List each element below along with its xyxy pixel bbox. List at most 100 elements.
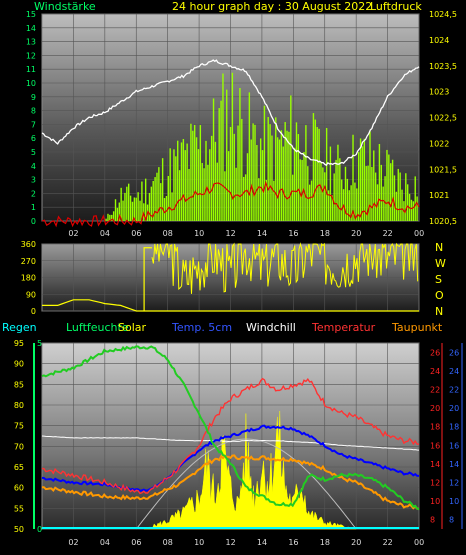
humidity-axis-tick: 55 [14,504,24,513]
wind-axis-tick: 9 [31,93,36,102]
wind-axis-tick: 15 [26,10,36,19]
x-tick-label-top: 04 [100,229,110,238]
wind-axis-tick: 7 [31,120,36,129]
climate-panel-marks [41,345,420,530]
pressure-axis-tick: 1022,5 [429,114,457,123]
temp-axis-tick-blue: 14 [449,460,459,469]
wind-axis-tick: 6 [31,134,36,143]
x-tick-label-top: 10 [194,229,204,238]
temp-axis-tick-red: 22 [430,386,440,395]
compass-label: S [435,273,442,286]
header-right-title: Luftdruck [370,0,422,13]
solar-max-curve [135,438,357,530]
wind-axis-tick: 1 [31,203,36,212]
temp-axis-tick-red: 8 [430,516,435,525]
wind-axis-tick: 0 [31,217,36,226]
wind-axis-tick: 5 [31,148,36,157]
humidity-axis-tick: 65 [14,463,24,472]
wind-axis-tick: 11 [26,65,36,74]
legend-regen: Regen [2,321,37,334]
x-tick-label-bottom: 22 [383,538,393,547]
temp-axis-tick-blue: 18 [449,423,459,432]
rain-axis-tick: 5 [37,339,42,348]
compass-label: N [435,241,443,254]
temp-axis-tick-blue: 16 [449,441,459,450]
compass-label: O [435,289,444,302]
pressure-axis-tick: 1021,5 [429,165,457,174]
x-tick-label-bottom: 16 [288,538,298,547]
rain-axis-tick: 0 [37,525,42,534]
humidity-axis-tick: 80 [14,401,24,410]
x-tick-label-top: 12 [226,229,236,238]
x-tick-label-top: 20 [351,229,361,238]
x-tick-label-bottom: 12 [226,538,236,547]
compass-label: W [435,257,446,270]
temp-axis-tick-red: 16 [430,441,440,450]
legend-luftfeuchte: Luftfeuchte [66,321,129,334]
wind-panel-marks [41,59,420,228]
x-tick-label-bottom: 18 [320,538,330,547]
wind-axis-tick: 14 [26,24,36,33]
humidity-axis-tick: 90 [14,360,24,369]
humidity-axis-tick: 85 [14,380,24,389]
temp-axis-tick-red: 20 [430,404,440,413]
pressure-line [41,59,420,167]
legend-solar: Solar [118,321,147,334]
temp-axis-tick-blue: 26 [449,348,459,357]
pressure-axis-tick: 1023,5 [429,62,457,71]
temp-axis-tick-blue: 12 [449,479,459,488]
x-tick-label-top: 18 [320,229,330,238]
x-tick-label-top: 08 [163,229,173,238]
wind-axis-tick: 10 [26,79,36,88]
x-tick-label-top: 16 [288,229,298,238]
wind-direction-oscillation [151,242,419,294]
x-tick-label-bottom: 02 [68,538,78,547]
windchill-line [41,435,420,451]
direction-axis-tick: 270 [21,257,36,266]
x-tick-label-bottom: 08 [163,538,173,547]
compass-label: N [435,305,443,318]
humidity-axis-tick: 50 [14,525,24,534]
x-tick-label-top: 14 [257,229,267,238]
temp-axis-tick-blue: 8 [449,516,454,525]
pressure-axis-tick: 1020,5 [429,217,457,226]
legend-temp5cm: Temp. 5cm [171,321,232,334]
x-tick-label-top: 22 [383,229,393,238]
humidity-axis-tick: 60 [14,484,24,493]
temp-axis-tick-blue: 10 [449,497,459,506]
temp5cm-line [41,424,420,492]
x-tick-label-bottom: 00 [414,538,424,547]
x-tick-label-top: 02 [68,229,78,238]
x-tick-label-top: 00 [414,229,424,238]
direction-panel-marks [42,242,419,312]
axes-labels: 0202040406060808101012121414161618182020… [14,10,463,547]
pressure-axis-tick: 1024 [429,36,449,45]
wind-axis-tick: 12 [26,51,36,60]
humidity-axis-tick: 70 [14,442,24,451]
direction-axis-tick: 180 [21,274,36,283]
humidity-axis-tick: 95 [14,339,24,348]
wind-axis-tick: 3 [31,176,36,185]
wind-axis-tick: 4 [31,162,36,171]
temperatur-line [42,377,420,495]
pressure-axis-tick: 1022 [429,139,449,148]
wind-min-line [41,180,420,228]
temp-axis-tick-red: 10 [430,497,440,506]
wind-axis-tick: 8 [31,107,36,116]
header-left-title: Windstärke [34,0,96,13]
legend-windchill: Windchill [246,321,296,334]
x-tick-label-bottom: 14 [257,538,267,547]
temp-axis-tick-blue: 24 [449,367,459,376]
direction-axis-tick: 360 [21,240,36,249]
temp-axis-tick-red: 24 [430,367,440,376]
wind-direction-jump [143,247,152,311]
x-tick-label-bottom: 10 [194,538,204,547]
temp-axis-tick-blue: 20 [449,404,459,413]
x-tick-label-bottom: 06 [131,538,141,547]
wind-direction-line [42,299,419,312]
header-center-title: 24 hour graph day : 30 August 2022 [172,0,372,13]
direction-axis-tick: 90 [26,290,36,299]
pressure-axis-tick: 1023 [429,88,449,97]
wind-axis-tick: 2 [31,189,36,198]
